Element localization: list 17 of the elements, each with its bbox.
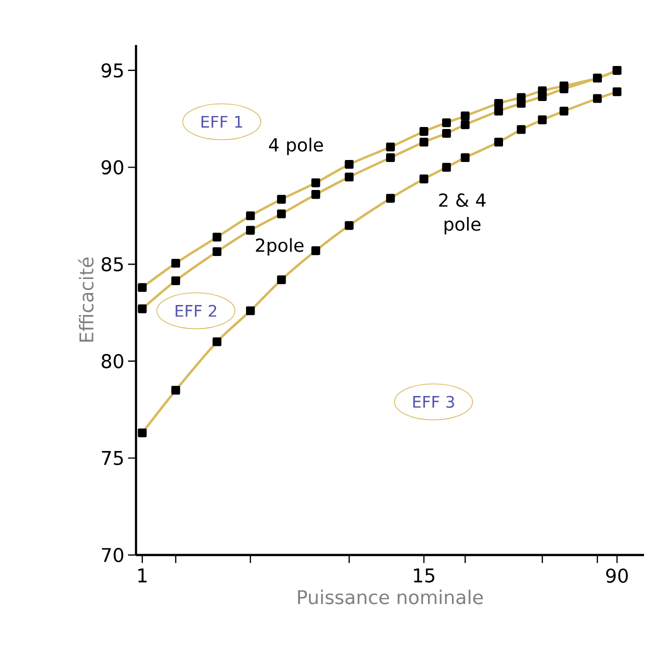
series-label: 2 & 4 pole: [439, 193, 486, 234]
x-tick-label: 90: [606, 568, 628, 583]
y-tick-label: 75: [102, 451, 123, 466]
y-tick-label: 80: [102, 354, 124, 368]
legend-label: 4 pole: [269, 138, 323, 156]
x-tick-label: 1: [138, 568, 147, 582]
y-tick-label: 95: [102, 63, 123, 78]
y-tick-label: 85: [102, 257, 123, 272]
annotation: EFF 3: [413, 396, 454, 408]
y-axis-title: Efficacité: [78, 257, 94, 342]
annotation: EFF 2: [176, 304, 216, 317]
x-axis-title: Puissance nominale: [298, 590, 483, 604]
x-tick-label: 15: [414, 568, 434, 583]
series-label: 2pole: [256, 238, 304, 256]
y-tick-label: 70: [102, 548, 124, 562]
annotation: EFF 1: [202, 116, 242, 128]
y-tick-label: 90: [102, 160, 124, 174]
